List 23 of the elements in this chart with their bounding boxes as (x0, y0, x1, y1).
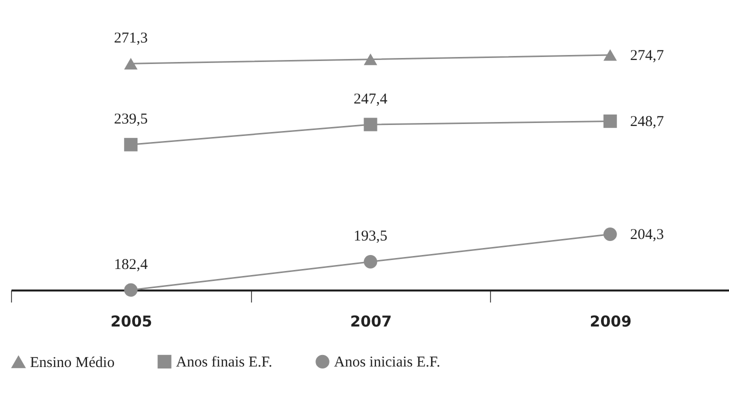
x-tick-label: 2009 (590, 312, 632, 330)
data-label: 239,5 (114, 112, 148, 128)
x-tick-label: 2007 (350, 312, 392, 330)
point (124, 283, 138, 297)
legend-label: Ensino Médio (30, 355, 115, 372)
point (364, 255, 378, 268)
data-label: 204,3 (630, 227, 664, 244)
data-label: 247,4 (354, 92, 388, 108)
point (603, 49, 617, 61)
point (124, 138, 138, 152)
point (124, 58, 138, 70)
data-label: 193,5 (354, 228, 388, 245)
legend-label: Anos iniciais E.F. (334, 354, 440, 371)
legend-label: Anos finais E.F. (176, 354, 272, 371)
point (364, 118, 378, 132)
data-label: 271,3 (114, 30, 148, 47)
point (364, 54, 378, 66)
data-label: 248,7 (630, 114, 664, 130)
data-label: 182,4 (114, 257, 148, 273)
point (603, 228, 617, 241)
point (603, 114, 617, 128)
x-tick-label: 2005 (110, 312, 152, 330)
data-label: 274,7 (630, 48, 664, 64)
